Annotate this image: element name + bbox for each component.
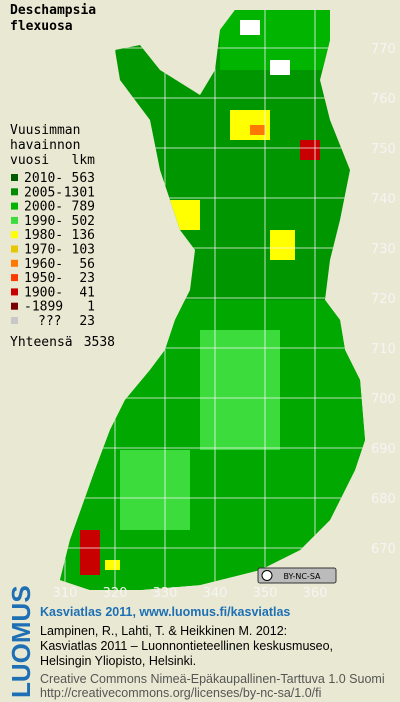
legend-count: 41: [79, 285, 95, 300]
legend-swatch: [11, 216, 18, 224]
map-patch: [105, 560, 120, 570]
legend-count: 1301: [64, 185, 95, 200]
map-patch: [250, 125, 265, 135]
cc-badge-text: BY-NC-SA: [283, 572, 321, 581]
legend-label: 1990-: [24, 214, 63, 229]
legend-year-header: vuosi: [10, 153, 49, 168]
cc-badge: [257, 567, 337, 584]
legend-count: 563: [72, 171, 95, 186]
legend-swatch: [11, 202, 18, 210]
citation: Lampinen, R., Lahti, T. & Heikkinen M. 2…: [40, 624, 287, 638]
cc-icon: [261, 570, 273, 581]
license: Creative Commons Nimeä-Epäkaupallinen-Ta…: [40, 672, 385, 686]
y-coordinate-label: 690: [371, 442, 396, 457]
legend-swatch: [11, 317, 18, 324]
y-coordinate-label: 740: [371, 192, 396, 207]
y-coordinate-label: 770: [371, 42, 396, 57]
legend-label: ???: [38, 314, 61, 329]
legend-swatch: [11, 174, 18, 181]
citation: Kasviatlas 2011 – Luonnontieteellinen ke…: [40, 639, 333, 653]
legend-swatch: [11, 231, 18, 239]
legend-count: 23: [79, 271, 95, 286]
title: flexuosa: [10, 19, 73, 34]
legend-count: 502: [72, 214, 95, 229]
y-coordinate-label: 700: [371, 392, 396, 407]
x-coordinate-label: 340: [203, 586, 228, 601]
legend-label: 2005-: [24, 185, 63, 200]
legend-count: 103: [72, 243, 95, 258]
x-coordinate-label: 330: [153, 586, 178, 601]
legend-label: 2010-: [24, 171, 63, 186]
legend-swatch: [11, 259, 18, 267]
map-patch: [200, 330, 280, 450]
legend-count: 23: [79, 314, 95, 329]
x-coordinate-label: 360: [303, 586, 328, 601]
y-coordinate-label: 750: [371, 142, 396, 157]
x-coordinate-label: 310: [53, 586, 78, 601]
legend-count: 56: [79, 257, 95, 272]
legend-count-header: lkm: [72, 153, 96, 168]
legend-label: 1970-: [24, 243, 63, 258]
legend-label: 1980-: [24, 228, 63, 243]
legend-heading: havainnon: [10, 138, 80, 153]
legend-swatch: [11, 274, 18, 282]
footer-headline[interactable]: Kasviatlas 2011, www.luomus.fi/kasviatla…: [40, 605, 290, 619]
legend-count: 789: [72, 200, 95, 215]
citation: Helsingin Yliopisto, Helsinki.: [40, 654, 196, 668]
legend-label: 1960-: [24, 257, 63, 272]
y-coordinate-label: 720: [371, 292, 396, 307]
legend-swatch: [11, 188, 18, 196]
y-coordinate-label: 730: [371, 242, 396, 257]
map-axes: 770 760 750 740 730 720 710 700 690 680 670 310 320 3…: [53, 42, 396, 601]
legend-swatch: [11, 302, 18, 310]
x-coordinate-label: 320: [103, 586, 128, 601]
license-url[interactable]: http://creativecommons.org/licenses/by-n…: [40, 686, 321, 700]
map-patch: [270, 230, 295, 260]
legend-swatch: [11, 288, 18, 296]
map-patch: [120, 450, 190, 530]
legend-label: 1900-: [24, 285, 63, 300]
title: Deschampsia: [10, 3, 96, 18]
legend-count: 136: [72, 228, 95, 243]
map-patch: [240, 20, 260, 35]
y-coordinate-label: 710: [371, 342, 396, 357]
y-coordinate-label: 680: [371, 492, 396, 507]
legend-count: 1: [87, 300, 95, 315]
x-coordinate-label: 350: [253, 586, 278, 601]
map-patch: [300, 140, 320, 160]
logo: LUOMUS: [6, 585, 36, 698]
map-patch: [80, 530, 100, 575]
legend-label: 1950-: [24, 271, 63, 286]
legend-total: 3538: [84, 335, 115, 350]
legend-total-label: Yhteensä: [10, 335, 73, 350]
y-coordinate-label: 760: [371, 92, 396, 107]
legend-swatch: [11, 245, 18, 253]
legend-label: 2000-: [24, 200, 63, 215]
legend-heading: Vuusimman: [10, 123, 80, 138]
map-patch: [270, 60, 290, 75]
y-coordinate-label: 670: [371, 542, 396, 557]
legend-label: -1899: [24, 300, 63, 315]
